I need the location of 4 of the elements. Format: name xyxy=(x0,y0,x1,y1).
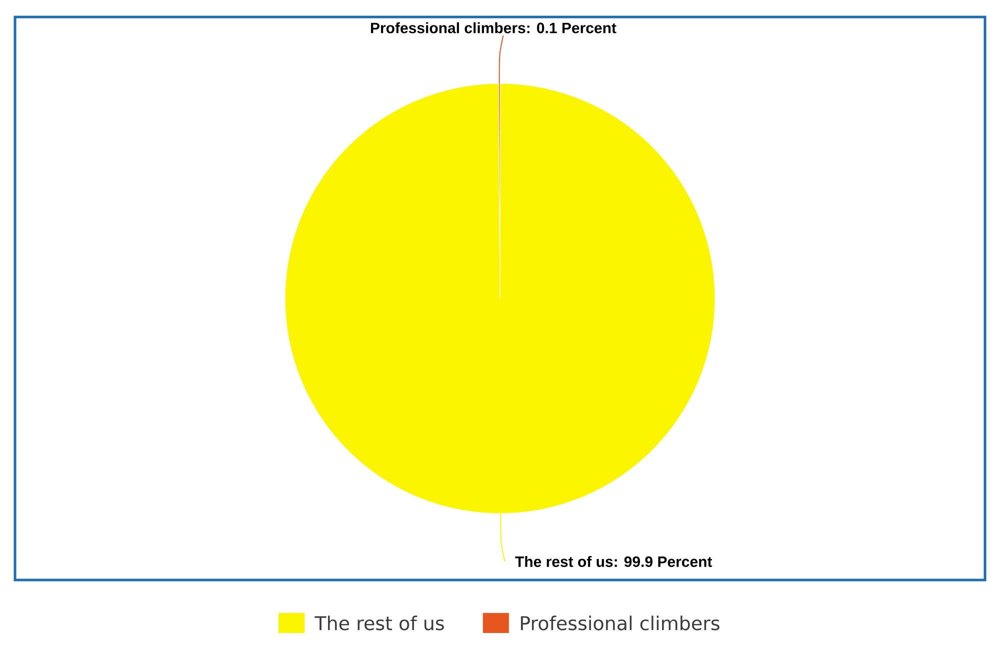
data-label: Professional climbers: 0.1 Percent xyxy=(370,22,616,34)
legend-label: The rest of us xyxy=(314,616,444,630)
legend-label: Professional climbers xyxy=(520,616,720,630)
data-label: The rest of us: 99.9 Percent xyxy=(515,556,712,567)
